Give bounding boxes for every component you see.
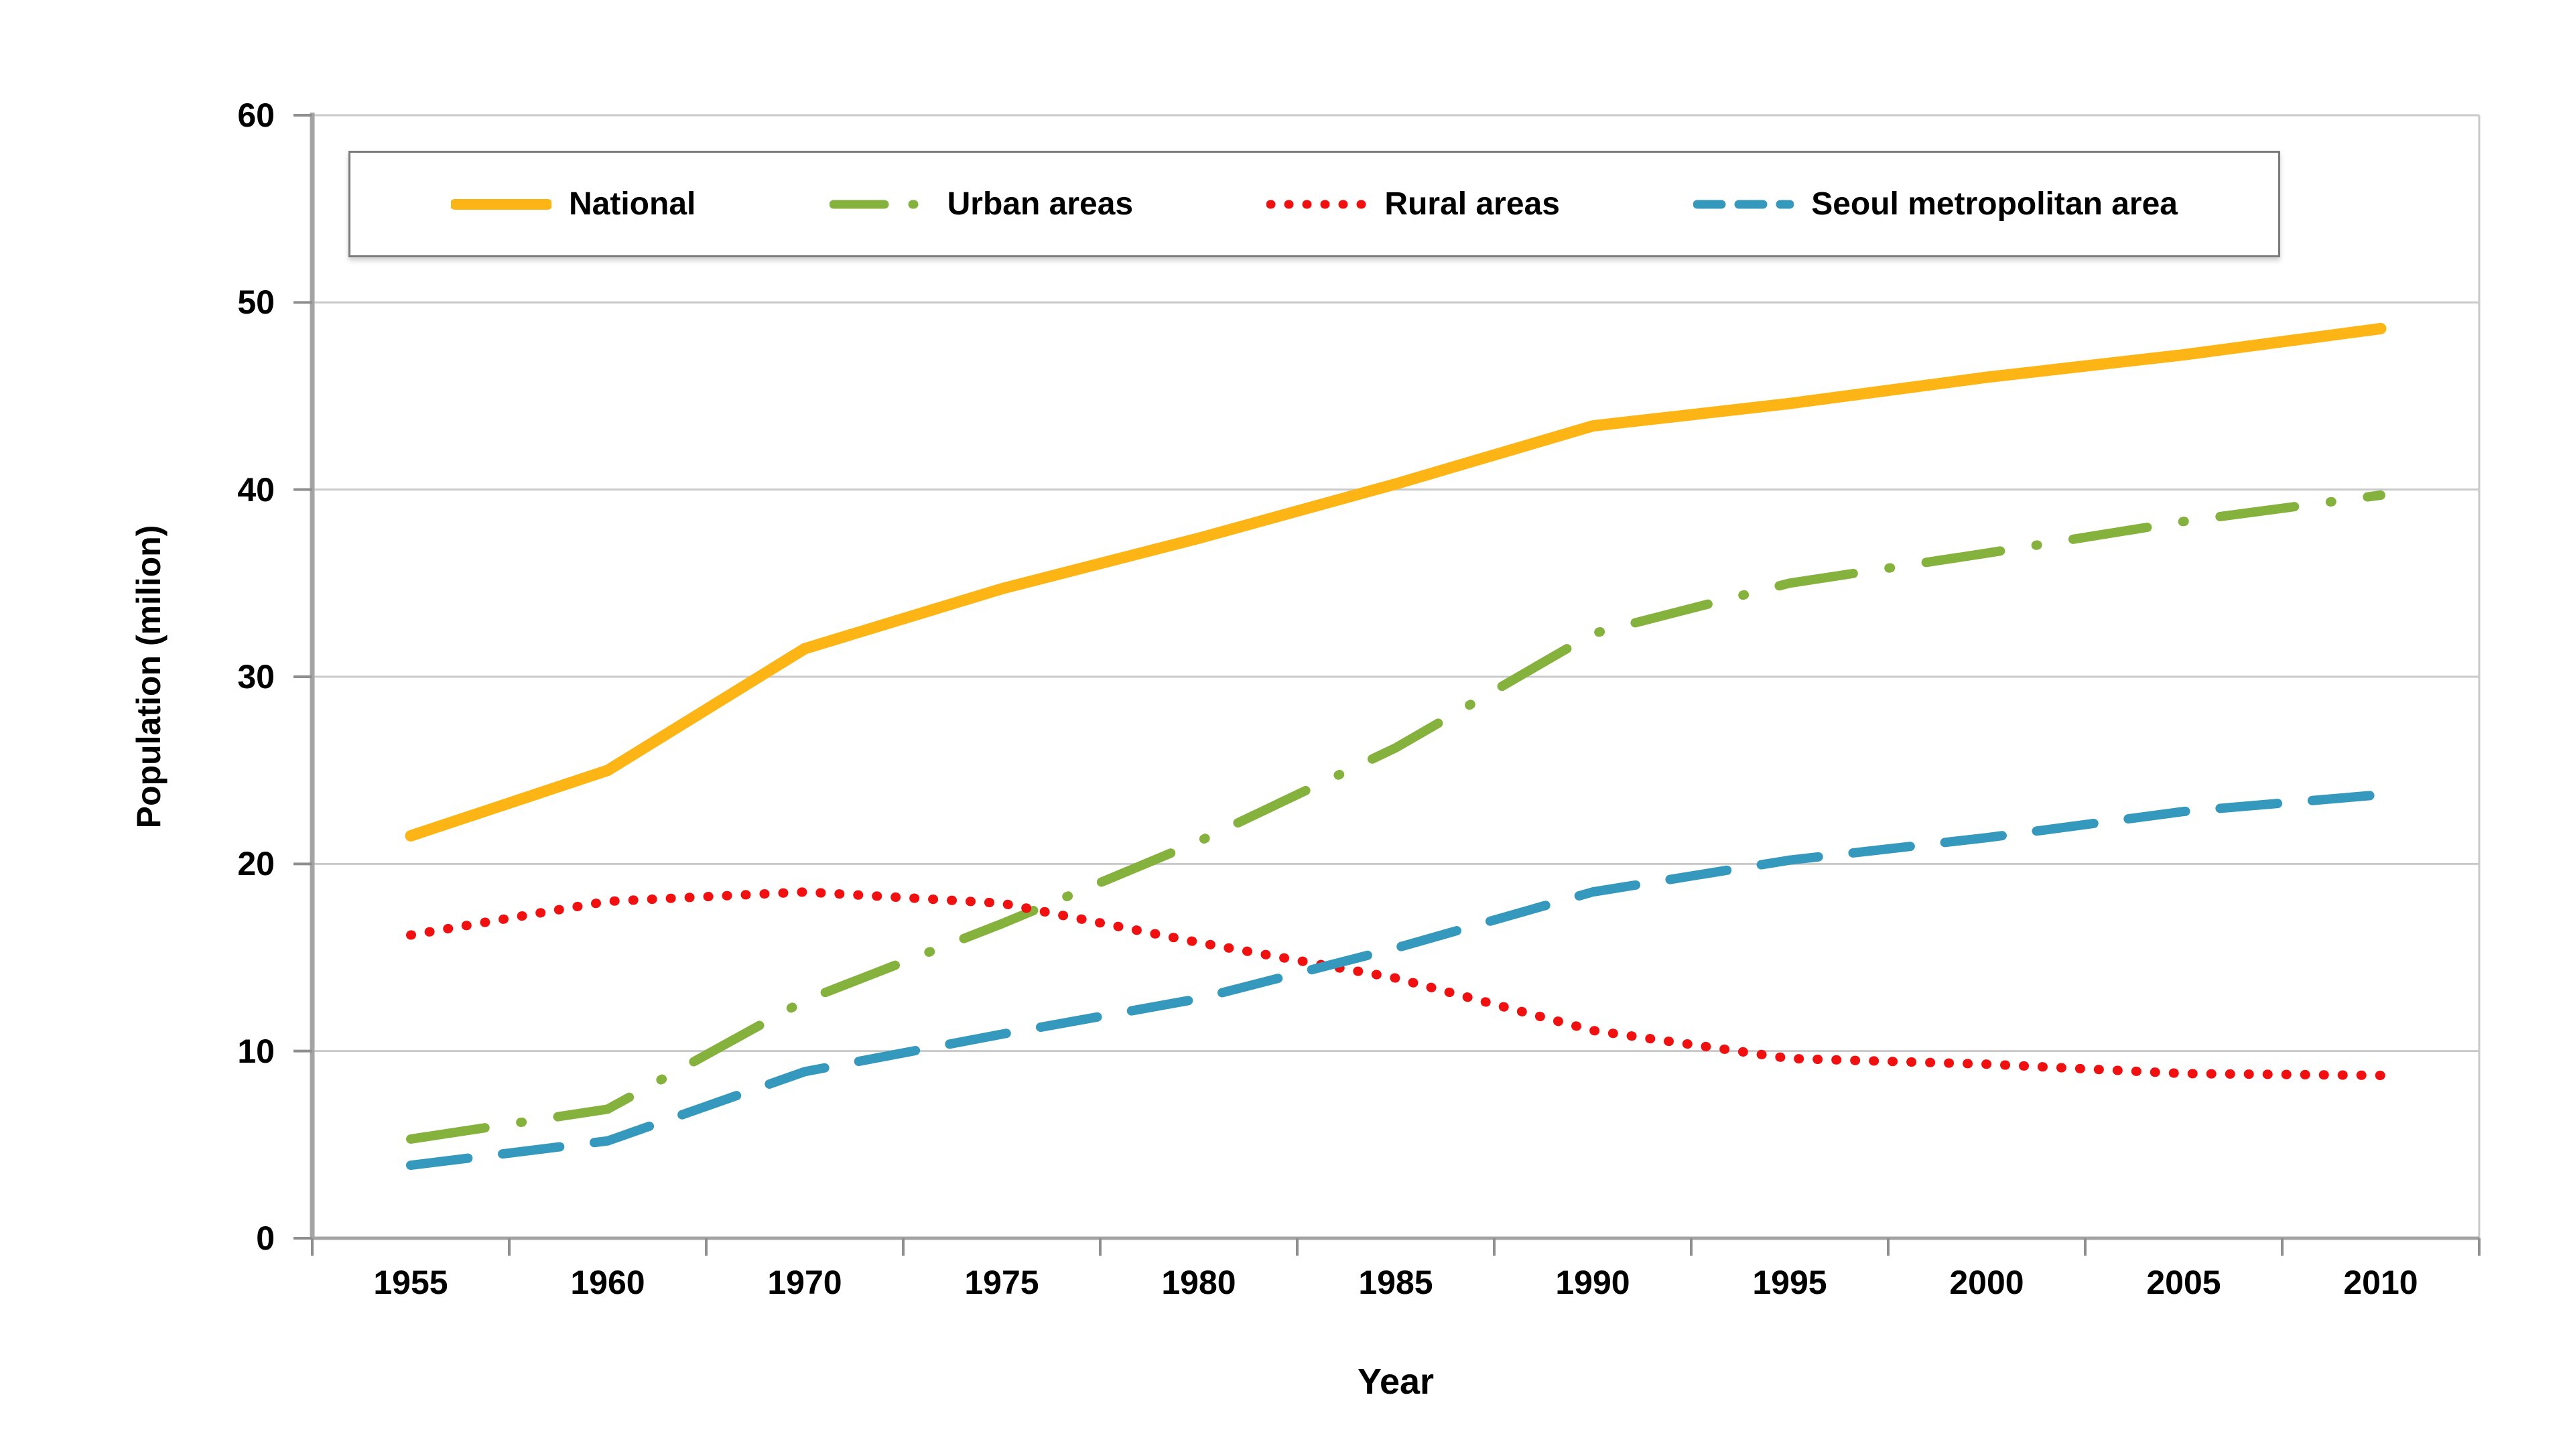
y-tick-label: 20 <box>237 845 275 882</box>
x-tick-label: 1975 <box>964 1264 1039 1301</box>
x-tick-label: 2010 <box>2343 1264 2418 1301</box>
legend-item-national: National <box>451 186 696 223</box>
y-tick-label: 60 <box>237 96 275 134</box>
legend-swatch-rural-areas <box>1266 200 1368 208</box>
legend-swatch-national <box>451 198 551 210</box>
x-tick-label: 1995 <box>1752 1264 1827 1301</box>
y-tick-label: 30 <box>237 658 275 696</box>
x-tick-label: 2005 <box>2146 1264 2221 1301</box>
x-tick-label: 1970 <box>767 1264 842 1301</box>
legend-swatch-urban-areas <box>829 200 930 208</box>
y-tick-label: 50 <box>237 283 275 321</box>
legend-label: National <box>569 186 696 222</box>
legend-label: Rural areas <box>1384 186 1560 222</box>
legend-item-rural-areas: Rural areas <box>1266 186 1560 223</box>
x-tick-label: 1955 <box>373 1264 448 1301</box>
legend-swatch-seoul-metropolitan-area <box>1693 200 1794 208</box>
x-axis-title: Year <box>1357 1362 1435 1402</box>
y-tick-label: 40 <box>237 471 275 509</box>
legend-label: Urban areas <box>947 186 1134 222</box>
y-tick-label: 0 <box>256 1219 275 1257</box>
x-tick-label: 1985 <box>1358 1264 1433 1301</box>
x-tick-label: 1960 <box>570 1264 645 1301</box>
legend-item-seoul-metropolitan-area: Seoul metropolitan area <box>1693 186 2178 223</box>
legend: National Urban areas Rural areas Seoul m… <box>348 151 2280 257</box>
legend-label: Seoul metropolitan area <box>1811 186 2178 222</box>
x-tick-label: 1980 <box>1161 1264 1236 1301</box>
x-tick-label: 1990 <box>1555 1264 1630 1301</box>
legend-item-urban-areas: Urban areas <box>829 186 1134 223</box>
y-tick-label: 10 <box>237 1033 275 1070</box>
x-tick-label: 2000 <box>1949 1264 2024 1301</box>
